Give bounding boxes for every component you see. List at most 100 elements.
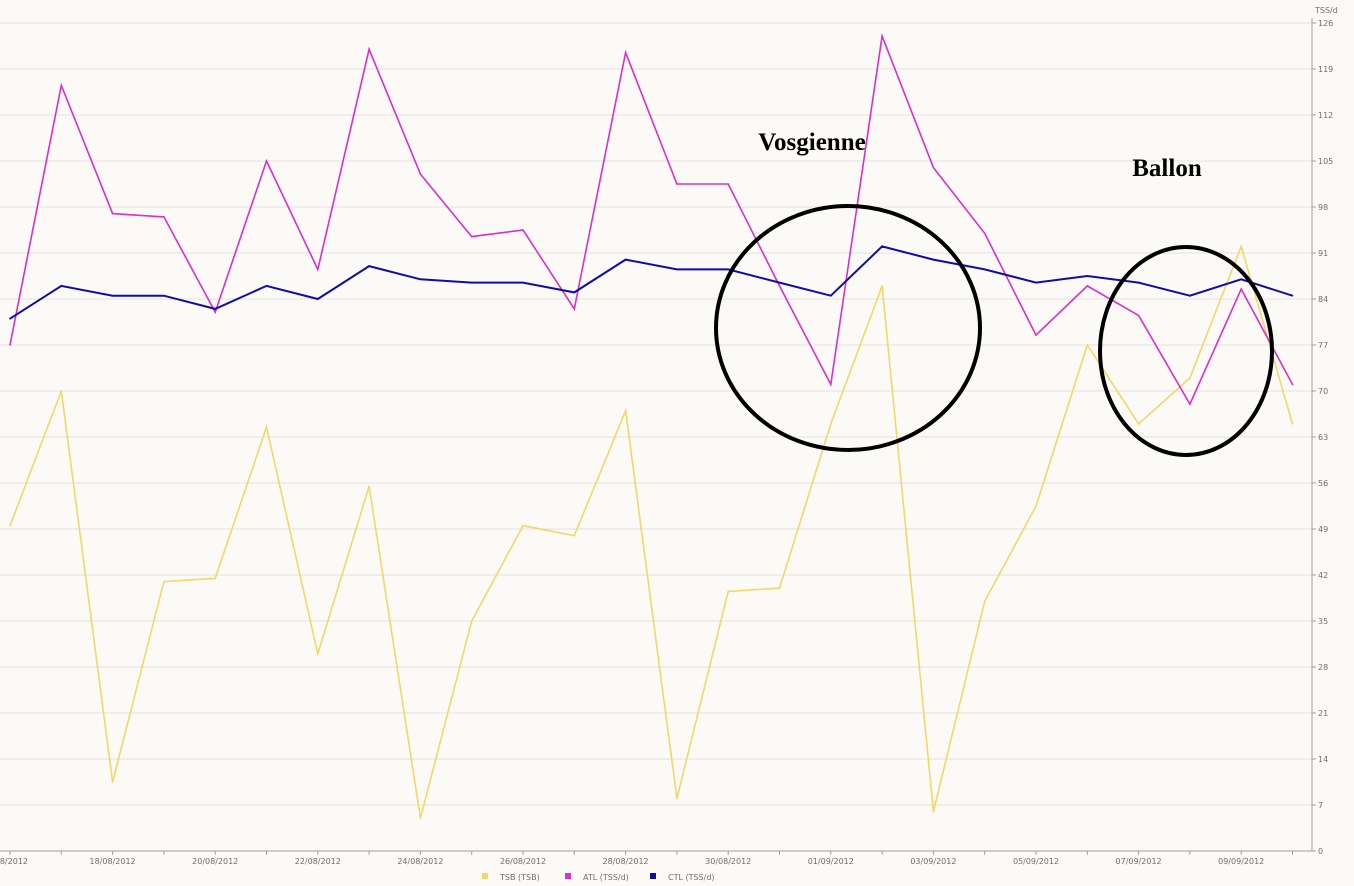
data-point-atl	[1189, 403, 1191, 405]
axes: 0 7 14 21 28 35 42 49 56 63 70 77 84 91 98 105 112 119 126…	[0, 6, 1338, 866]
data-point-tsb	[1291, 423, 1294, 425]
x-tick-label: 30/08/2012	[705, 857, 751, 866]
y-tick-label: 35	[1318, 617, 1328, 626]
data-point-atl	[932, 166, 935, 169]
x-tick-label: 20/08/2012	[192, 857, 238, 866]
data-point-atl	[163, 216, 165, 218]
data-point-atl	[1291, 383, 1294, 386]
y-tick-label: 28	[1318, 663, 1328, 672]
legend-swatch	[565, 873, 571, 879]
data-point-ctl	[317, 298, 319, 300]
data-point-atl	[470, 235, 473, 238]
data-point-tsb	[676, 797, 678, 800]
y-tick-label: 63	[1318, 433, 1328, 442]
y-tick-label: 14	[1318, 755, 1328, 764]
data-point-tsb	[1086, 344, 1089, 346]
data-point-ctl	[522, 281, 524, 284]
data-point-ctl	[368, 265, 370, 267]
data-point-atl	[1035, 334, 1037, 336]
y-tick-label: 126	[1318, 19, 1333, 28]
annotation-circle	[1098, 245, 1274, 457]
data-point-atl	[522, 229, 524, 231]
annotation-circle	[714, 204, 982, 452]
x-tick-label: 09/09/2012	[1218, 857, 1264, 866]
x-tick-label: 28/08/2012	[603, 857, 649, 866]
y-tick-label: 21	[1318, 709, 1328, 718]
data-point-ctl	[1137, 281, 1140, 284]
y-tick-label: 70	[1318, 387, 1328, 396]
data-point-ctl	[1240, 278, 1242, 281]
annotation-label: Ballon	[1132, 155, 1202, 182]
data-point-atl	[573, 308, 576, 310]
data-point-ctl	[830, 294, 832, 297]
x-tick-label: /08/2012	[0, 857, 28, 866]
data-point-tsb	[1035, 505, 1037, 507]
data-point-tsb	[573, 534, 576, 537]
legend-label: ATL (TSS/d)	[583, 873, 629, 882]
data-point-tsb	[830, 423, 832, 425]
data-point-tsb	[470, 620, 473, 622]
data-point-ctl	[214, 308, 216, 310]
data-point-ctl	[1035, 281, 1037, 284]
data-point-ctl	[470, 281, 473, 284]
data-point-tsb	[624, 409, 627, 412]
data-point-ctl	[624, 258, 627, 261]
x-tick-label: 03/09/2012	[910, 857, 956, 866]
legend-label: TSB (TSB)	[499, 873, 540, 882]
data-point-tsb	[111, 781, 114, 783]
x-tick-label: 26/08/2012	[500, 857, 546, 866]
data-point-atl	[727, 183, 729, 185]
data-point-tsb	[1240, 245, 1242, 248]
y-tick-label: 7	[1318, 801, 1323, 810]
y-unit-label: TSS/d	[1314, 6, 1338, 15]
legend: TSB (TSB) ATL (TSS/d) CTL (TSS/d)	[482, 873, 715, 882]
y-tick-label: 49	[1318, 525, 1328, 534]
data-point-tsb	[881, 285, 883, 287]
data-point-ctl	[1086, 275, 1089, 277]
y-tick-label: 84	[1318, 295, 1328, 304]
data-point-ctl	[9, 317, 11, 320]
series-lines	[9, 32, 1294, 819]
data-point-atl	[9, 344, 11, 346]
y-tick-label: 0	[1318, 847, 1323, 856]
series-line-ctl	[9, 245, 1293, 320]
data-point-tsb	[1137, 423, 1140, 425]
x-tick-label: 07/09/2012	[1116, 857, 1162, 866]
x-tick-label: 22/08/2012	[295, 857, 341, 866]
data-point-atl	[1137, 314, 1140, 317]
data-point-tsb	[1189, 377, 1191, 379]
series-line-atl	[9, 32, 1294, 406]
data-point-atl	[830, 383, 832, 386]
data-point-ctl	[1291, 294, 1294, 297]
y-tick-label: 42	[1318, 571, 1328, 580]
data-point-atl	[60, 84, 63, 87]
data-point-tsb	[727, 590, 729, 593]
data-point-tsb	[368, 485, 370, 488]
data-point-tsb	[214, 577, 216, 580]
grid-lines	[0, 22, 1312, 806]
data-point-ctl	[265, 285, 268, 287]
series-line-tsb	[9, 243, 1294, 819]
data-point-atl	[419, 173, 422, 175]
legend-swatch	[650, 873, 656, 879]
y-tick-label: 56	[1318, 479, 1328, 488]
data-point-ctl	[676, 268, 678, 271]
data-point-atl	[624, 51, 627, 54]
data-point-tsb	[60, 390, 63, 392]
data-point-ctl	[778, 281, 781, 284]
data-point-tsb	[983, 600, 986, 603]
data-point-tsb	[419, 817, 422, 819]
x-tick-label: 24/08/2012	[397, 857, 443, 866]
data-point-atl	[111, 212, 114, 215]
data-point-tsb	[778, 587, 781, 589]
y-tick-label: 98	[1318, 203, 1328, 212]
y-tick-label: 119	[1318, 65, 1333, 74]
data-point-atl	[983, 232, 986, 235]
data-point-ctl	[932, 258, 935, 261]
data-point-tsb	[265, 426, 268, 428]
x-tick-label: 01/09/2012	[808, 857, 854, 866]
data-point-tsb	[317, 653, 319, 655]
data-point-atl	[317, 268, 319, 271]
